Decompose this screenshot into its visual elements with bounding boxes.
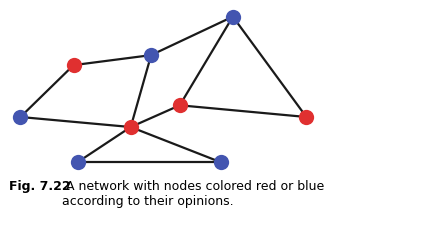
Text: Fig. 7.22: Fig. 7.22: [9, 180, 70, 193]
Text: A network with nodes colored red or blue
according to their opinions.: A network with nodes colored red or blue…: [62, 180, 325, 208]
